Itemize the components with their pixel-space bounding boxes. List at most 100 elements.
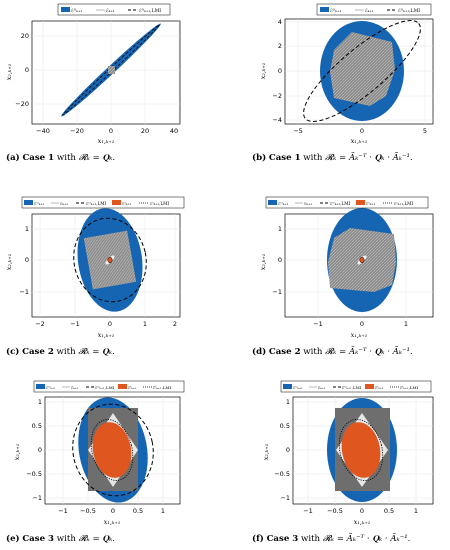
caption-d-text: with [300,347,326,357]
legend-entry-f-3: ℰᴵₖ₊₁ [375,385,384,390]
inner-ellipse-c [107,256,113,264]
legend-entry-c-1: ℰₖ₊₁ [60,201,68,206]
lmi-inner-ellipse-f [338,419,384,481]
ylabel-d: x₂,ₖ₊₁ [259,254,267,271]
caption-a-case: Case 1 [22,153,55,163]
xtick-d-2: 1 [404,320,408,328]
xtick-d-0: −1 [313,320,323,328]
ytick-e-1: 0.5 [32,422,42,430]
caption-b-label: (b) [252,153,267,163]
legend-entry-d-4: ℰᴵₖ₊₁,LMI [394,201,413,206]
xtick-e-4: 1 [161,507,165,515]
caption-c-label: (c) [6,347,20,357]
panel-b: ℰᴼₖ₊₁ ℰₖ₊₁ ℰᴼₖ₊₁,LMI −5 0 5 4 2 0 −2 −4 … [259,3,434,145]
caption-f-case: Case 3 [266,534,299,544]
xtick-b-2: 5 [423,127,427,135]
ytick-b-0: 4 [278,18,282,26]
legend-swatch-outer-f [283,384,292,389]
lmi-inner-ellipse-e [90,419,134,481]
ytick-b-2: 0 [278,67,282,75]
caption-e-case: Case 3 [22,534,55,544]
ytick-b-4: −4 [272,116,282,124]
legend-box-d [265,196,429,209]
legend-entry-b-1: ℰₖ₊₁ [365,8,374,14]
caption-d-label: (d) [252,347,267,357]
xlabel-e: x₁,ₖ₊₁ [104,518,121,526]
ytick-a-1: 0 [25,66,29,74]
caption-e: (e) Case 3 with 𝓡ₖ = 𝐐ₖ. [6,534,115,544]
caption-c-text: with [53,347,79,357]
xtick-e-3: 0.5 [133,507,143,515]
ylabel-c: x₂,ₖ₊₁ [5,254,13,271]
legend-box-e [33,380,185,393]
legend-entry-d-0: ℰᴼₖ₊₁ [278,201,288,206]
xtick-c-1: −1 [70,320,80,328]
xtick-b-1: 0 [360,127,364,135]
xlabel-a: x₁,ₖ₊₁ [98,137,115,145]
xtick-a-1: −20 [70,127,84,135]
xtick-a-4: 40 [170,127,178,135]
ytick-f-2: 0 [286,446,290,454]
ytick-e-3: −0.5 [26,470,42,478]
legend-swatch-outer-c [24,200,33,205]
legend-swatch-outer-b [320,7,329,12]
xlabel-b: x₁,ₖ₊₁ [351,137,368,145]
legend-entry-a-0: ℰᴼₖ₊₁ [71,8,82,14]
ytick-f-3: −0.5 [274,470,290,478]
caption-c-formula: 𝓡ₖ = 𝐐ₖ. [78,347,115,357]
xtick-f-2: 0 [360,507,364,515]
legend-box-a [57,3,171,16]
ylabel-f: x₂,ₖ₊₁ [262,444,270,461]
xtick-c-2: 0 [108,320,112,328]
caption-a: (a) Case 1 with 𝓡ₖ = 𝐐ₖ. [6,153,115,163]
xtick-c-3: 1 [143,320,147,328]
caption-b: (b) Case 1 with 𝓡ₖ = Ãₖ⁻ᵀ · 𝐐ₖ · Ãₖ⁻¹. [252,153,413,163]
legend-entry-b-0: ℰᴼₖ₊₁ [330,8,341,14]
xtick-c-4: 2 [173,320,177,328]
panel-a: ℰᴼₖ₊₁ ℰₖ₊₁ ℰᴼₖ₊₁,LMI −40 −20 0 20 40 20 … [5,3,181,145]
legend-entry-c-4: ℰᴵₖ₊₁,LMI [150,201,169,206]
legend-swatch-outer-a [61,7,70,12]
legend-entry-e-3: ℰᴵₖ₊₁ [128,385,137,390]
ytick-b-1: 2 [278,42,282,50]
caption-b-formula: 𝓡ₖ = Ãₖ⁻ᵀ · 𝐐ₖ · Ãₖ⁻¹. [325,153,413,163]
legend-entry-c-0: ℰᴼₖ₊₁ [34,201,44,206]
caption-b-text: with [300,153,326,163]
ytick-d-0: 1 [278,225,282,233]
xtick-f-4: 1 [414,507,418,515]
xtick-f-3: 0.5 [384,507,394,515]
ytick-a-0: 20 [21,32,29,40]
caption-d-case: Case 2 [268,347,301,357]
reachable-set-b [330,32,395,106]
legend-entry-d-2: ℰᴼₖ₊₁,LMI [330,201,351,206]
grid-a [32,21,180,124]
inner-ellipse-d [359,256,365,264]
xtick-f-0: −1 [303,507,313,515]
legend-swatch-inner-e [118,384,127,389]
ytick-e-2: 0 [38,446,42,454]
ytick-d-1: 0 [278,256,282,264]
xtick-d-1: 0 [360,320,364,328]
caption-a-label: (a) [6,153,20,163]
legend-swatch-inner-f [365,384,374,389]
caption-f-formula: 𝓡ₖ = Ãₖ⁻ᵀ · 𝐐ₖ · Ãₖ⁻¹. [322,534,411,544]
lmi-outer-ellipse-e [72,403,154,497]
xlabel-f: x₁,ₖ₊₁ [354,518,371,526]
legend-swatch-outer-e [36,384,45,389]
xtick-e-2: 0 [111,507,115,515]
ytick-e-4: −1 [32,494,42,502]
caption-e-label: (e) [6,534,20,544]
panel-c: ℰᴼₖ₊₁ ℰₖ₊₁ ℰᴼₖ₊₁,LMI ℰᴵₖ₊₁ ℰᴵₖ₊₁,LMI −2 … [5,196,185,339]
caption-d-formula: 𝓡ₖ = Ãₖ⁻ᵀ · 𝐐ₖ · Ãₖ⁻¹. [325,347,413,357]
xtick-a-0: −40 [36,127,50,135]
ytick-b-3: −2 [272,92,282,100]
xtick-c-0: −2 [35,320,45,328]
ytick-c-1: 0 [25,256,29,264]
legend-swatch-inner-c [112,200,121,205]
caption-e-formula: 𝓡ₖ = 𝐐ₖ. [78,534,115,544]
ytick-c-0: 1 [25,225,29,233]
legend-entry-a-1: ℰₖ₊₁ [106,8,115,14]
caption-b-case: Case 1 [268,153,301,163]
lmi-ellipse-b [303,20,421,122]
legend-entry-d-3: ℰᴵₖ₊₁ [366,201,375,206]
